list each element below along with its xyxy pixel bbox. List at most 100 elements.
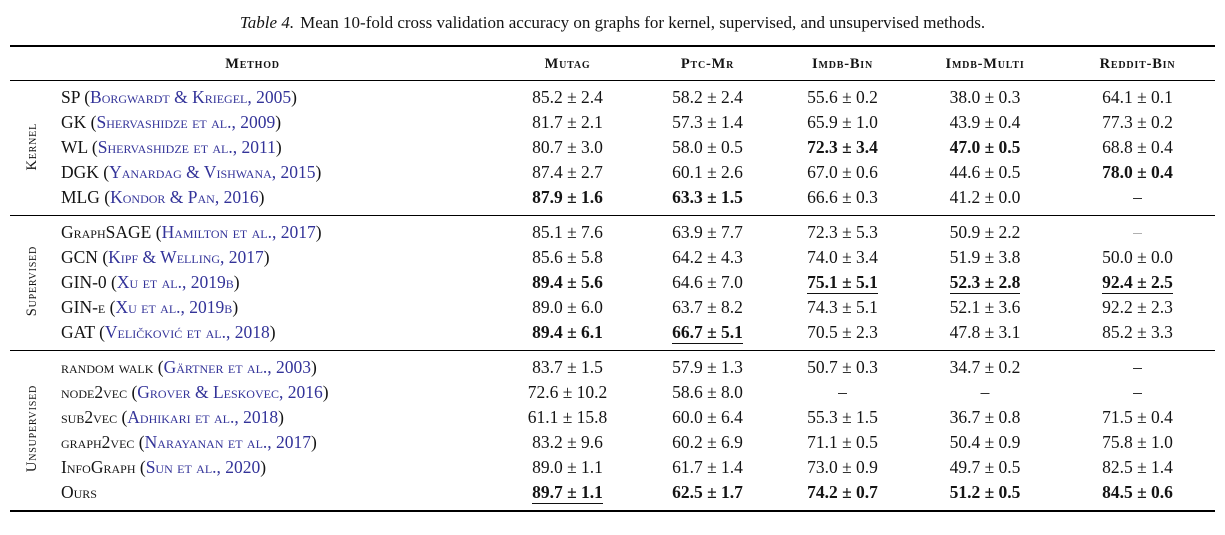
accuracy-value: 47.0 ± 0.5 <box>949 137 1021 157</box>
value-cell: 52.1 ± 3.6 <box>910 295 1060 320</box>
method-cell: GK (Shervashidze et al., 2009) <box>55 110 495 135</box>
value-cell: 72.3 ± 5.3 <box>775 216 910 246</box>
value-cell: 36.7 ± 0.8 <box>910 405 1060 430</box>
accuracy-value: 89.0 ± 1.1 <box>532 457 603 477</box>
accuracy-value: 92.4 ± 2.5 <box>1102 272 1173 294</box>
method-name: random walk ( <box>61 357 164 377</box>
accuracy-value: 71.5 ± 0.4 <box>1102 407 1173 427</box>
accuracy-value: 50.4 ± 0.9 <box>949 432 1021 452</box>
method-name: GK ( <box>61 112 97 132</box>
value-cell: – <box>1060 351 1215 381</box>
col-header-imdb-multi: Imdb-Multi <box>945 56 1025 72</box>
group-label: Kernel <box>24 122 40 171</box>
value-cell: 55.3 ± 1.5 <box>775 405 910 430</box>
table-row-ours: Ours 89.7 ± 1.1 62.5 ± 1.7 74.2 ± 0.7 51.2 ±… <box>10 480 1215 511</box>
table-row-infograph: InfoGraph (Sun et al., 2020) 89.0 ± 1.1 61… <box>10 455 1215 480</box>
table-row-gcn: GCN (Kipf & Welling, 2017) 85.6 ± 5.8 64.2… <box>10 245 1215 270</box>
value-cell: 89.0 ± 1.1 <box>495 455 640 480</box>
citation-close-paren: ) <box>275 137 282 157</box>
value-cell: 52.3 ± 2.8 <box>910 270 1060 295</box>
value-cell: – <box>1060 185 1215 216</box>
value-cell: 74.3 ± 5.1 <box>775 295 910 320</box>
accuracy-value: 63.9 ± 7.7 <box>672 222 743 242</box>
value-cell: 44.6 ± 0.5 <box>910 160 1060 185</box>
citation-link[interactable]: Adhikari et al., 2018 <box>127 407 279 427</box>
group-supervised: Supervised GraphSAGE (Hamilton et al., 20… <box>10 215 1216 351</box>
citation-link[interactable]: Xu et al., 2019b <box>115 297 233 317</box>
citation-close-paren: ) <box>260 457 267 477</box>
method-cell: DGK (Yanardag & Vishwana, 2015) <box>55 160 495 185</box>
value-cell: 58.6 ± 8.0 <box>640 380 775 405</box>
table-row-gin: GIN-ϵ (Xu et al., 2019b) 89.0 ± 6.0 63.7 ±… <box>10 295 1215 320</box>
value-cell: 50.9 ± 2.2 <box>910 216 1060 246</box>
citation-link[interactable]: Gärtner et al., 2003 <box>163 357 312 377</box>
accuracy-value: 63.7 ± 8.2 <box>672 297 743 317</box>
accuracy-value: 50.7 ± 0.3 <box>807 357 878 377</box>
method-cell: GIN-0 (Xu et al., 2019b) <box>55 270 495 295</box>
accuracy-value: 47.8 ± 3.1 <box>949 322 1021 342</box>
accuracy-value: 74.2 ± 0.7 <box>807 482 878 502</box>
accuracy-value: 50.0 ± 0.0 <box>1102 247 1173 267</box>
group-label: Unsupervised <box>24 385 40 473</box>
method-name: graph2vec ( <box>61 432 145 452</box>
citation-link[interactable]: Narayanan et al., 2017 <box>144 432 312 452</box>
citation-link[interactable]: Yanardag & Vishwana, 2015 <box>109 162 316 182</box>
citation-link[interactable]: Sun et al., 2020 <box>145 457 261 477</box>
accuracy-value: 85.2 ± 2.4 <box>532 87 603 107</box>
accuracy-value: 55.3 ± 1.5 <box>807 407 878 427</box>
value-cell: 71.5 ± 0.4 <box>1060 405 1215 430</box>
accuracy-value: 75.1 ± 5.1 <box>807 272 878 294</box>
value-cell: 64.2 ± 4.3 <box>640 245 775 270</box>
value-cell: 64.6 ± 7.0 <box>640 270 775 295</box>
citation-close-paren: ) <box>315 222 322 242</box>
accuracy-value: 57.3 ± 1.4 <box>672 112 743 132</box>
accuracy-value: 63.3 ± 1.5 <box>672 187 743 207</box>
accuracy-value: 73.0 ± 0.9 <box>807 457 878 477</box>
missing-value: – <box>1133 382 1142 402</box>
citation-link[interactable]: Veličković et al., 2018 <box>104 322 270 342</box>
value-cell: 60.2 ± 6.9 <box>640 430 775 455</box>
accuracy-value: 89.4 ± 6.1 <box>532 322 603 342</box>
value-cell: 50.0 ± 0.0 <box>1060 245 1215 270</box>
value-cell: 85.2 ± 2.4 <box>495 81 640 111</box>
accuracy-value: 61.7 ± 1.4 <box>672 457 743 477</box>
accuracy-value: 74.0 ± 3.4 <box>807 247 878 267</box>
accuracy-value: 64.2 ± 4.3 <box>672 247 743 267</box>
missing-value: – <box>1133 222 1142 242</box>
accuracy-value: 87.9 ± 1.6 <box>532 187 603 207</box>
method-name: GIN-ϵ ( <box>61 297 116 317</box>
col-header-method: Method <box>225 56 280 72</box>
accuracy-value: 85.2 ± 3.3 <box>1102 322 1173 342</box>
value-cell: 89.4 ± 6.1 <box>495 320 640 351</box>
citation-link[interactable]: Hamilton et al., 2017 <box>161 222 316 242</box>
accuracy-value: 74.3 ± 5.1 <box>807 297 878 317</box>
citation-close-paren: ) <box>291 87 297 107</box>
citation-link[interactable]: Borgwardt & Kriegel, 2005 <box>90 87 292 107</box>
accuracy-value: 68.8 ± 0.4 <box>1102 137 1173 157</box>
accuracy-value: 75.8 ± 1.0 <box>1102 432 1173 452</box>
citation-close-paren: ) <box>233 272 240 292</box>
value-cell: 85.6 ± 5.8 <box>495 245 640 270</box>
accuracy-value: 64.6 ± 7.0 <box>672 272 743 292</box>
value-cell: 83.2 ± 9.6 <box>495 430 640 455</box>
accuracy-value: 41.2 ± 0.0 <box>949 187 1021 207</box>
citation-link[interactable]: Grover & Leskovec, 2016 <box>137 382 323 402</box>
value-cell: 60.0 ± 6.4 <box>640 405 775 430</box>
accuracy-value: 70.5 ± 2.3 <box>807 322 878 342</box>
value-cell: 38.0 ± 0.3 <box>910 81 1060 111</box>
citation-link[interactable]: Shervashidze et al., 2009 <box>96 112 276 132</box>
citation-link[interactable]: Kipf & Welling, 2017 <box>108 247 264 267</box>
value-cell: 80.7 ± 3.0 <box>495 135 640 160</box>
citation-close-paren: ) <box>232 297 239 317</box>
citation-link[interactable]: Kondor & Pan, 2016 <box>110 187 259 207</box>
results-table: Method Mutag Ptc-Mr Imdb-Bin Imdb-Multi Reddi… <box>10 45 1216 512</box>
accuracy-value: 60.2 ± 6.9 <box>672 432 743 452</box>
col-header-mutag: Mutag <box>544 56 591 72</box>
citation-link[interactable]: Xu et al., 2019b <box>116 272 234 292</box>
table-row-sub2vec: sub2vec (Adhikari et al., 2018) 61.1 ± 15… <box>10 405 1215 430</box>
col-header-reddit-bin: Reddit-Bin <box>1099 56 1176 72</box>
method-name: GraphSAGE ( <box>61 222 162 242</box>
citation-close-paren: ) <box>278 407 284 427</box>
method-name: sub2vec ( <box>61 407 128 427</box>
citation-link[interactable]: Shervashidze et al., 2011 <box>97 137 276 157</box>
